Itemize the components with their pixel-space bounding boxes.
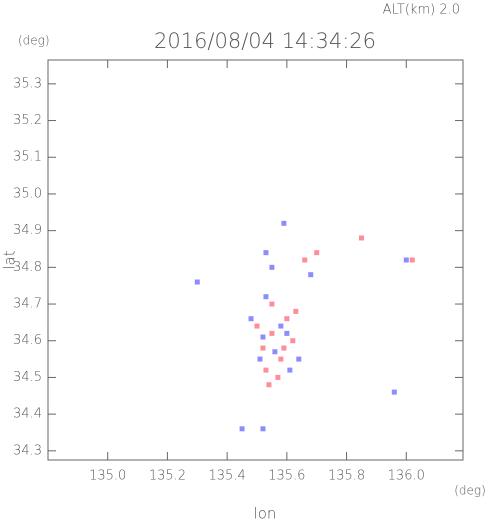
echo-point	[260, 345, 266, 351]
echo-point	[260, 426, 266, 432]
echo-point	[290, 338, 296, 344]
y-tick-label: 35.1	[13, 150, 42, 165]
echo-point	[293, 308, 299, 314]
x-tick-label: 135.0	[89, 469, 126, 484]
y-tick-label: 34.5	[13, 370, 42, 385]
y-tick-label: 34.4	[13, 407, 42, 422]
echo-point	[263, 294, 269, 300]
echo-point	[358, 235, 364, 241]
y-tick-label: 34.3	[13, 443, 42, 458]
altitude-label: ALT(km) 2.0	[383, 3, 460, 18]
echo-point	[194, 279, 200, 285]
echo-point	[275, 374, 281, 380]
echo-point	[391, 389, 397, 395]
echo-point	[269, 264, 275, 270]
x-tick-label: 135.6	[268, 469, 305, 484]
echo-point	[403, 257, 409, 263]
echo-point	[269, 301, 275, 307]
echo-point	[272, 349, 278, 355]
echo-point	[409, 257, 415, 263]
y-tick-label: 35.2	[13, 113, 42, 128]
echo-point	[296, 356, 302, 362]
echo-point	[308, 272, 314, 278]
echo-point	[254, 323, 260, 329]
echo-point	[257, 356, 263, 362]
echo-point	[263, 250, 269, 256]
y-tick-label: 34.7	[13, 297, 42, 312]
x-tick-label: 135.4	[209, 469, 246, 484]
x-tick-label: 135.8	[328, 469, 365, 484]
x-tick-label: 136.0	[388, 469, 425, 484]
echo-point	[314, 250, 320, 256]
y-unit: (deg)	[18, 34, 50, 48]
y-tick-label: 34.8	[13, 260, 42, 275]
y-tick-label: 35.3	[13, 76, 42, 91]
chart-title: 2016/08/04 14:34:26	[154, 29, 376, 53]
plot-frame	[47, 59, 464, 461]
echo-point	[287, 367, 293, 373]
x-unit: (deg)	[454, 484, 486, 498]
echo-point	[266, 382, 272, 388]
y-tick-label: 34.6	[13, 333, 42, 348]
echo-point	[278, 323, 284, 329]
echo-point	[239, 426, 245, 432]
echo-point	[284, 316, 290, 322]
y-tick-label: 35.0	[13, 186, 42, 201]
x-axis-label: lon	[254, 505, 277, 521]
echo-point	[281, 345, 287, 351]
echo-point	[278, 356, 284, 362]
echo-point	[302, 257, 308, 263]
echo-point	[263, 367, 269, 373]
echo-point	[248, 316, 254, 322]
y-axis-label: lat	[1, 250, 19, 269]
echo-point	[281, 220, 287, 226]
echo-point	[269, 330, 275, 336]
echo-point	[284, 330, 290, 336]
y-tick-label: 34.9	[13, 223, 42, 238]
echo-point	[260, 334, 266, 340]
x-tick-label: 135.2	[149, 469, 186, 484]
